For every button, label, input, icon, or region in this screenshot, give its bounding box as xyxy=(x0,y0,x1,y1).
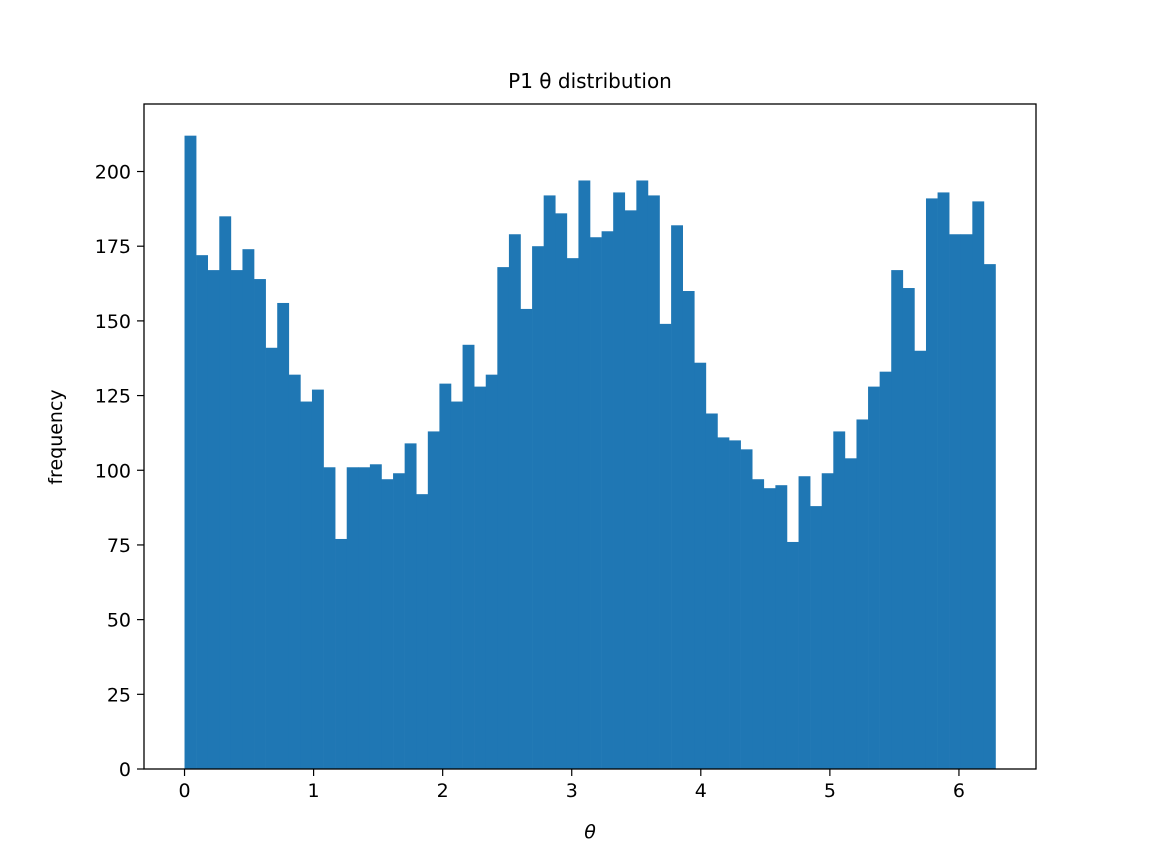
histogram-bar xyxy=(439,383,452,769)
y-tick-label: 150 xyxy=(95,311,131,333)
histogram-bar xyxy=(844,458,857,769)
histogram-bar xyxy=(694,362,707,769)
x-axis-label: θ xyxy=(584,821,596,843)
histogram-bar xyxy=(636,180,649,770)
histogram-bar xyxy=(416,494,429,769)
histogram-bar xyxy=(659,323,672,769)
histogram-bar xyxy=(821,473,834,769)
histogram-bar xyxy=(254,279,266,769)
histogram-bar xyxy=(671,225,683,769)
histogram-bar xyxy=(590,237,602,769)
histogram-bar xyxy=(474,386,487,769)
histogram-bar xyxy=(450,401,463,769)
histogram-bar xyxy=(960,234,973,769)
histogram-bar xyxy=(300,401,313,769)
histogram-bar xyxy=(833,431,846,769)
histogram-bar xyxy=(311,389,324,769)
histogram-bar xyxy=(277,302,290,769)
histogram-bar xyxy=(717,437,730,769)
histogram-bar xyxy=(891,270,904,769)
histogram-bar xyxy=(868,386,880,769)
y-tick-label: 75 xyxy=(107,535,131,557)
histogram-bar xyxy=(497,267,510,769)
histogram-bar xyxy=(775,485,788,769)
histogram-bar xyxy=(682,291,695,769)
histogram-bar xyxy=(763,488,776,769)
y-tick-label: 25 xyxy=(107,684,131,706)
histogram-bar xyxy=(983,264,996,769)
histogram-bar xyxy=(427,431,440,769)
histogram-bar xyxy=(972,201,985,769)
histogram-bar xyxy=(578,180,591,770)
histogram-bar xyxy=(323,467,336,769)
y-tick-label: 100 xyxy=(95,460,131,482)
histogram-bar xyxy=(196,255,208,770)
histogram-bar xyxy=(555,213,568,770)
histogram-bar xyxy=(381,479,394,769)
plot-frame xyxy=(143,103,1037,770)
histogram-bar xyxy=(601,231,614,769)
histogram-bar xyxy=(729,440,741,769)
y-axis-label: frequency xyxy=(45,389,67,484)
histogram-bar xyxy=(346,467,359,769)
y-tick-label: 200 xyxy=(95,162,131,184)
histogram-bar xyxy=(786,541,799,769)
histogram-bar xyxy=(543,195,556,769)
chart-title: P1 θ distribution xyxy=(508,69,672,93)
histogram-bar xyxy=(937,192,950,769)
histogram-bar xyxy=(288,374,301,769)
histogram-bar xyxy=(949,234,962,769)
histogram-bar xyxy=(752,479,765,769)
histogram-bar xyxy=(647,195,660,769)
histogram-bar xyxy=(184,135,197,769)
histogram-bar xyxy=(902,288,915,769)
histogram-bar xyxy=(624,210,637,770)
histogram-bar xyxy=(369,464,382,769)
histogram-bar xyxy=(219,216,232,770)
y-axis: 0 25 50 75 100 125 150 175 200 xyxy=(95,162,144,781)
histogram-bar xyxy=(404,443,417,769)
histogram-bar xyxy=(810,506,823,769)
histogram-bar xyxy=(335,538,348,769)
histogram-bar xyxy=(358,467,371,769)
histogram-bar xyxy=(242,249,255,770)
histogram-bar xyxy=(879,371,892,769)
histogram-bar xyxy=(705,413,718,769)
y-tick-label: 125 xyxy=(95,386,131,408)
histogram-bar xyxy=(532,246,544,769)
histogram-bar xyxy=(566,258,579,769)
histogram-bar xyxy=(462,344,475,769)
histogram-bar xyxy=(798,476,811,769)
x-tick-label: 5 xyxy=(824,780,836,802)
histogram-bar xyxy=(207,270,220,769)
histogram-bar xyxy=(613,192,626,769)
bar-group xyxy=(184,135,996,770)
histogram-bar xyxy=(520,308,533,769)
histogram-bar xyxy=(265,347,278,769)
histogram-bar xyxy=(485,374,498,769)
histogram-bar xyxy=(508,234,521,769)
x-tick-label: 4 xyxy=(695,780,707,802)
x-tick-label: 1 xyxy=(308,780,320,802)
histogram-bar xyxy=(856,419,869,769)
x-tick-label: 3 xyxy=(566,780,578,802)
y-tick-label: 50 xyxy=(107,610,131,632)
y-tick-label: 0 xyxy=(119,759,131,781)
x-axis: 0 1 2 3 4 5 6 xyxy=(178,769,965,802)
x-tick-label: 6 xyxy=(953,780,965,802)
histogram-bar xyxy=(393,473,405,769)
y-tick-label: 175 xyxy=(95,236,131,258)
histogram-bar xyxy=(914,350,927,769)
x-tick-label: 0 xyxy=(178,780,190,802)
histogram-bar xyxy=(925,198,938,769)
histogram-bar xyxy=(740,449,753,769)
x-tick-label: 2 xyxy=(437,780,449,802)
histogram-bar xyxy=(230,270,243,769)
